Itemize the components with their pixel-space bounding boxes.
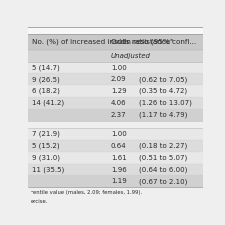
Text: 11 (35.5): 11 (35.5) <box>32 166 64 173</box>
Bar <box>28 140 202 152</box>
Text: (0.35 to 4.72): (0.35 to 4.72) <box>139 88 187 94</box>
Text: 7 (21.9): 7 (21.9) <box>32 131 59 137</box>
Text: 1.96: 1.96 <box>111 166 127 173</box>
Text: 5 (15.2): 5 (15.2) <box>32 143 59 149</box>
Text: 1.00: 1.00 <box>111 65 127 71</box>
Text: ercise.: ercise. <box>31 198 48 204</box>
Bar <box>28 121 202 128</box>
Text: (0.18 to 2.27): (0.18 to 2.27) <box>139 143 187 149</box>
Bar <box>28 109 202 121</box>
Bar <box>28 176 202 187</box>
Text: No. (%) of increased insulin resistanceᵃ: No. (%) of increased insulin resistanceᵃ <box>32 39 173 45</box>
Text: (0.62 to 7.05): (0.62 to 7.05) <box>139 76 187 83</box>
Bar <box>28 152 202 164</box>
Bar <box>28 85 202 97</box>
Text: (0.64 to 6.00): (0.64 to 6.00) <box>139 166 187 173</box>
Bar <box>28 164 202 176</box>
Text: Odds ratio (95% confi...: Odds ratio (95% confi... <box>111 39 196 45</box>
Text: 1.19: 1.19 <box>111 178 127 184</box>
Bar <box>28 73 202 85</box>
Text: 5 (14.7): 5 (14.7) <box>32 64 59 71</box>
Bar <box>28 27 202 34</box>
Text: 1.61: 1.61 <box>111 155 127 161</box>
Bar <box>28 62 202 73</box>
Text: 1.29: 1.29 <box>111 88 127 94</box>
Bar <box>28 50 202 62</box>
Text: 14 (41.2): 14 (41.2) <box>32 100 64 106</box>
Text: Unadjusted: Unadjusted <box>111 53 151 59</box>
Text: 9 (26.5): 9 (26.5) <box>32 76 59 83</box>
Bar <box>28 97 202 109</box>
Text: (1.17 to 4.79): (1.17 to 4.79) <box>139 111 187 118</box>
Text: 2.09: 2.09 <box>111 76 127 82</box>
Text: ᵃentile value (males, 2.09; females, 1.99).: ᵃentile value (males, 2.09; females, 1.9… <box>31 190 142 195</box>
Text: (1.26 to 13.07): (1.26 to 13.07) <box>139 100 192 106</box>
Text: 2.37: 2.37 <box>111 112 127 118</box>
Text: 9 (31.0): 9 (31.0) <box>32 155 60 161</box>
Text: 6 (18.2): 6 (18.2) <box>32 88 59 94</box>
Bar <box>28 128 202 140</box>
Text: (0.51 to 5.07): (0.51 to 5.07) <box>139 155 187 161</box>
Text: 1.00: 1.00 <box>111 131 127 137</box>
Text: 4.06: 4.06 <box>111 100 127 106</box>
Bar <box>28 34 202 50</box>
Text: (0.67 to 2.10): (0.67 to 2.10) <box>139 178 187 185</box>
Text: 0.64: 0.64 <box>111 143 127 149</box>
